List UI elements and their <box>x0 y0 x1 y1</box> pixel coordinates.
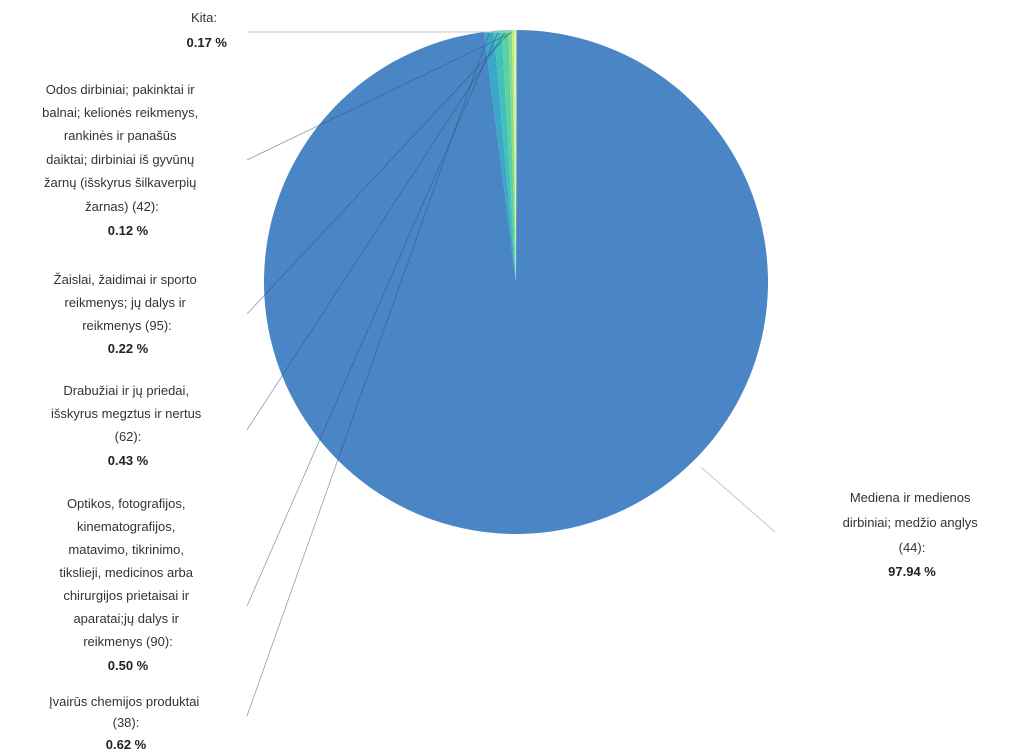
pie-slice-kita <box>513 30 517 283</box>
pie-slice-drabuziai <box>501 30 516 283</box>
leader-line-odos <box>246 31 514 161</box>
slice-label-text: Įvairūs chemijos produktai (38): <box>49 694 203 730</box>
slice-label-zaislai: Žaislai, žaidimai ir sporto reikmenys; j… <box>54 272 201 356</box>
slice-label-optikos: Optikos, fotografijos, kinematografijos,… <box>59 496 196 673</box>
leader-line-drabuziai <box>246 32 506 431</box>
slice-value-text: 97.94 % <box>888 564 936 579</box>
slice-label-text: Drabužiai ir jų priedai, išskyrus megztu… <box>51 383 205 444</box>
leader-lines <box>246 31 776 717</box>
leader-line-mediena <box>700 466 776 533</box>
slice-label-text: Optikos, fotografijos, kinematografijos,… <box>59 496 196 649</box>
pie-slices <box>264 30 768 535</box>
slice-value-text: 0.50 % <box>108 658 149 673</box>
slice-value-text: 0.12 % <box>108 223 149 238</box>
slice-label-chemijos: Įvairūs chemijos produktai (38): 0.62 % <box>49 694 203 752</box>
slice-label-odos: Odos dirbiniai; pakinktai ir balnai; kel… <box>42 82 202 238</box>
slice-label-drabuziai: Drabužiai ir jų priedai, išskyrus megztu… <box>51 383 205 468</box>
pie-slice-chemijos <box>483 30 516 282</box>
slice-value-text: 0.62 % <box>106 737 147 752</box>
pie-slice-odos <box>511 30 516 282</box>
slice-label-text: Odos dirbiniai; pakinktai ir balnai; kel… <box>42 82 202 214</box>
leader-line-chemijos <box>246 33 490 717</box>
leader-line-zaislai <box>246 31 511 315</box>
slice-label-text: Kita: <box>191 10 217 25</box>
slice-value-text: 0.43 % <box>108 453 149 468</box>
slice-value-text: 0.22 % <box>108 341 149 356</box>
slice-label-text: Mediena ir medienos dirbiniai; medžio an… <box>843 490 982 555</box>
slice-label-kita: Kita: 0.17 % <box>187 10 228 50</box>
leader-line-optikos <box>246 32 499 607</box>
slice-label-text: Žaislai, žaidimai ir sporto reikmenys; j… <box>54 272 201 333</box>
pie-slice-zaislai <box>508 30 516 282</box>
pie-slice-mediena <box>264 30 768 535</box>
slice-value-text: 0.17 % <box>187 35 228 50</box>
slice-label-mediena: Mediena ir medienos dirbiniai; medžio an… <box>843 490 982 579</box>
pie-slice-optikos <box>493 30 516 282</box>
